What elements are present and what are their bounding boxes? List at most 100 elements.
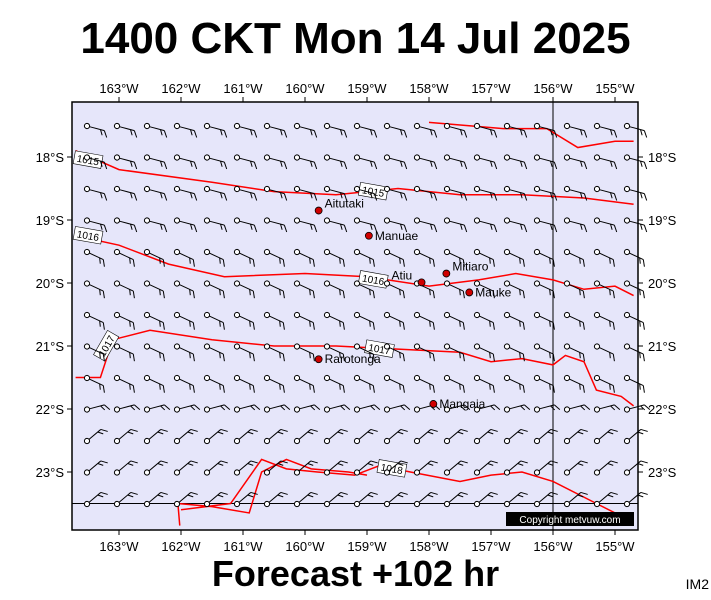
wind-barb — [323, 460, 348, 476]
wind-barb — [293, 404, 321, 413]
wind-barb — [113, 154, 138, 170]
wind-barb — [383, 311, 405, 330]
wind-barb — [533, 343, 555, 362]
place-label: Mauke — [475, 285, 511, 299]
lon-tick-bottom: 161°W — [223, 539, 263, 554]
wind-barb — [593, 374, 615, 393]
lon-tick-bottom: 163°W — [99, 539, 139, 554]
wind-barb — [233, 311, 255, 330]
wind-barb — [413, 122, 438, 138]
wind-barb — [473, 217, 498, 233]
wind-barb — [83, 428, 108, 445]
axis-tick-layer: 163°W 163°W 162°W 162°W 161°W 161°W 160°W 160°W… — [36, 81, 677, 554]
wind-barb — [353, 280, 375, 299]
wind-barb — [173, 428, 198, 445]
wind-barb — [113, 343, 135, 362]
wind-barb — [233, 122, 258, 138]
wind-barb — [233, 185, 258, 201]
wind-barb — [263, 491, 288, 508]
lat-tick-left: 20°S — [36, 276, 65, 291]
wind-barb — [83, 343, 105, 362]
wind-barb — [563, 343, 585, 362]
wind-barb — [143, 404, 171, 413]
lat-tick-right: 18°S — [648, 150, 677, 165]
wind-barb — [533, 248, 555, 267]
wind-barb — [143, 460, 168, 476]
place-marker — [465, 288, 474, 297]
wind-barb — [503, 343, 525, 362]
lon-tick-bottom: 159°W — [347, 539, 387, 554]
wind-barb — [323, 374, 345, 393]
wind-barb — [413, 154, 438, 170]
wind-barb — [173, 217, 198, 233]
wind-barb — [113, 428, 138, 445]
wind-barb — [533, 460, 558, 476]
forecast-label: Forecast +102 hr — [211, 553, 500, 594]
wind-barb — [353, 404, 381, 413]
lon-tick-top: 157°W — [471, 81, 511, 96]
wind-barb — [113, 491, 138, 508]
lon-tick-top: 159°W — [347, 81, 387, 96]
copyright-badge: Copyright metvuw.com — [506, 512, 634, 526]
wind-barb — [293, 122, 318, 138]
wind-barb — [383, 404, 411, 413]
wind-barb — [83, 248, 105, 267]
wind-barb — [533, 374, 555, 393]
isobar-label-text: 1016 — [361, 273, 385, 288]
wind-barb — [383, 428, 408, 445]
lon-tick-bottom: 155°W — [595, 539, 635, 554]
wind-barb — [503, 491, 528, 508]
wind-barb — [83, 185, 108, 201]
wind-barb — [113, 248, 135, 267]
wind-barb — [203, 248, 225, 267]
wind-barb — [473, 374, 495, 393]
wind-barb — [203, 460, 228, 476]
wind-barb — [383, 122, 408, 138]
wind-barb — [593, 343, 615, 362]
wind-barb — [113, 280, 135, 299]
wind-barb — [563, 280, 585, 299]
wind-barb — [443, 491, 468, 508]
wind-barb — [113, 374, 135, 393]
wind-barb — [83, 122, 108, 138]
wind-barb — [473, 311, 495, 330]
wind-barb — [263, 280, 285, 299]
wind-barb — [173, 311, 195, 330]
lon-tick-bottom: 156°W — [533, 539, 573, 554]
wind-barb — [473, 248, 495, 267]
wind-barb — [623, 217, 648, 233]
wind-barb — [203, 428, 228, 445]
wind-barb — [473, 185, 498, 201]
place-label: Mangaia — [439, 397, 485, 411]
wind-barb — [233, 404, 261, 413]
wind-barb — [353, 217, 378, 233]
wind-barb — [203, 185, 228, 201]
isobar-label: 1016 — [72, 226, 104, 245]
lon-tick-top: 156°W — [533, 81, 573, 96]
wind-barb — [623, 428, 648, 445]
wind-barb — [383, 248, 405, 267]
wind-barb — [383, 491, 408, 508]
wind-barb — [323, 343, 345, 362]
wind-barb — [383, 185, 408, 201]
wind-barb — [293, 343, 315, 362]
wind-barb — [533, 404, 561, 413]
wind-barb — [173, 280, 195, 299]
wind-barb — [83, 460, 108, 476]
wind-barb — [263, 404, 291, 413]
wind-barb — [113, 217, 138, 233]
place-marker — [429, 400, 438, 408]
wind-barb — [233, 280, 255, 299]
wind-barb — [203, 374, 225, 393]
wind-barb — [443, 185, 468, 201]
place-marker — [364, 231, 373, 240]
wind-barb — [353, 154, 378, 170]
wind-barb — [413, 343, 435, 362]
wind-barb — [173, 343, 195, 362]
wind-barb — [203, 280, 225, 299]
wind-barb — [323, 248, 345, 267]
wind-barb — [473, 154, 498, 170]
wind-barb — [353, 460, 378, 476]
isobar-label-text: 1015 — [76, 154, 100, 169]
wind-barb — [383, 343, 405, 362]
